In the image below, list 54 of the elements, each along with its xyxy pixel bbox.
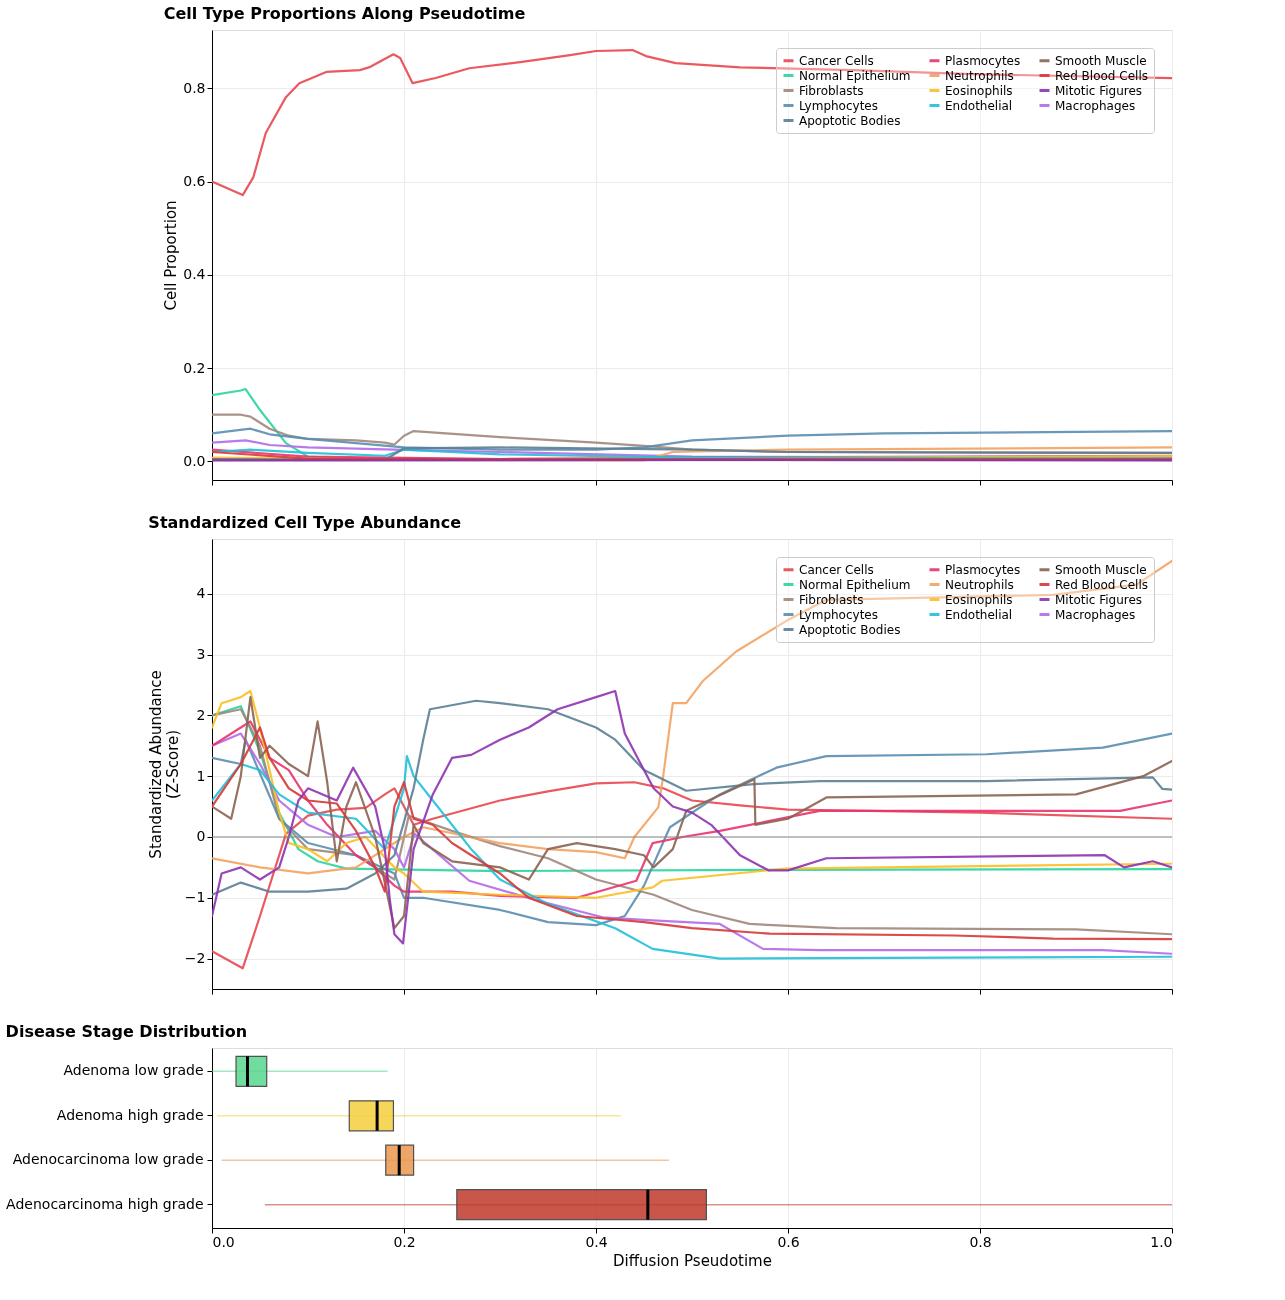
y-tick-label: Adenoma low grade [63,1062,204,1079]
legend-label: Plasmocytes [945,562,1021,577]
y-tick-label: 0.4 [183,266,206,283]
y-tick-label: 2 [196,706,206,723]
x-tick-label: 0.8 [969,1233,992,1250]
legend-label: Mitotic Figures [1055,592,1143,607]
legend-label: Apoptotic Bodies [799,622,901,637]
x-tick-label: 0.2 [393,1233,416,1250]
legend-label: Cancer Cells [799,562,874,577]
x-tick-label: 0.6 [777,1233,800,1250]
y-tick-label: 0.6 [183,173,206,190]
legend-label: Neutrophils [945,577,1014,592]
chart-title: Standardized Cell Type Abundance [148,513,462,532]
y-tick-label: 1 [196,767,206,784]
legend-label: Neutrophils [945,68,1014,83]
x-tick-label: 0.4 [585,1233,608,1250]
y-tick-label: 3 [196,646,206,663]
y-tick-label: 0.8 [183,79,206,96]
legend-label: Fibroblasts [799,592,864,607]
legend-label: Eosinophils [945,592,1013,607]
x-tick-label: 1.0 [1150,1233,1173,1250]
y-axis-title: Standardized Abundance (Z-Score) [146,670,182,859]
x-axis-title: Diffusion Pseudotime [613,1251,772,1270]
y-tick-label: −2 [184,950,206,967]
legend-label: Red Blood Cells [1055,577,1148,592]
legend-label: Smooth Muscle [1055,562,1147,577]
legend-label: Plasmocytes [945,53,1021,68]
legend-label: Eosinophils [945,83,1013,98]
legend-label: Lymphocytes [799,98,878,113]
y-tick-label: 0.0 [183,452,206,469]
legend-label: Endothelial [945,98,1013,113]
legend-label: Normal Epithelium [799,68,911,83]
y-tick-label: −1 [184,889,206,906]
y-tick-label: 4 [196,585,206,602]
legend-label: Mitotic Figures [1055,83,1143,98]
y-tick-label: Adenoma high grade [56,1106,204,1123]
y-tick-label: Adenocarcinoma high grade [6,1195,204,1212]
legend-label: Fibroblasts [799,83,864,98]
legend-label: Apoptotic Bodies [799,113,901,128]
legend-label: Normal Epithelium [799,577,911,592]
legend-label: Cancer Cells [799,53,874,68]
legend-label: Macrophages [1055,607,1136,622]
y-tick-label: 0.2 [183,359,206,376]
legend-label: Lymphocytes [799,607,878,622]
legend-label: Red Blood Cells [1055,68,1148,83]
chart-title: Cell Type Proportions Along Pseudotime [163,4,526,23]
legend-label: Smooth Muscle [1055,53,1147,68]
legend-label: Macrophages [1055,98,1136,113]
y-axis-title: Cell Proportion [162,200,181,311]
y-tick-label: 0 [196,828,206,845]
y-tick-label: Adenocarcinoma low grade [12,1151,204,1168]
chart-title: Disease Stage Distribution [5,1022,248,1041]
legend-label: Endothelial [945,607,1013,622]
x-tick-label: 0.0 [212,1233,235,1250]
